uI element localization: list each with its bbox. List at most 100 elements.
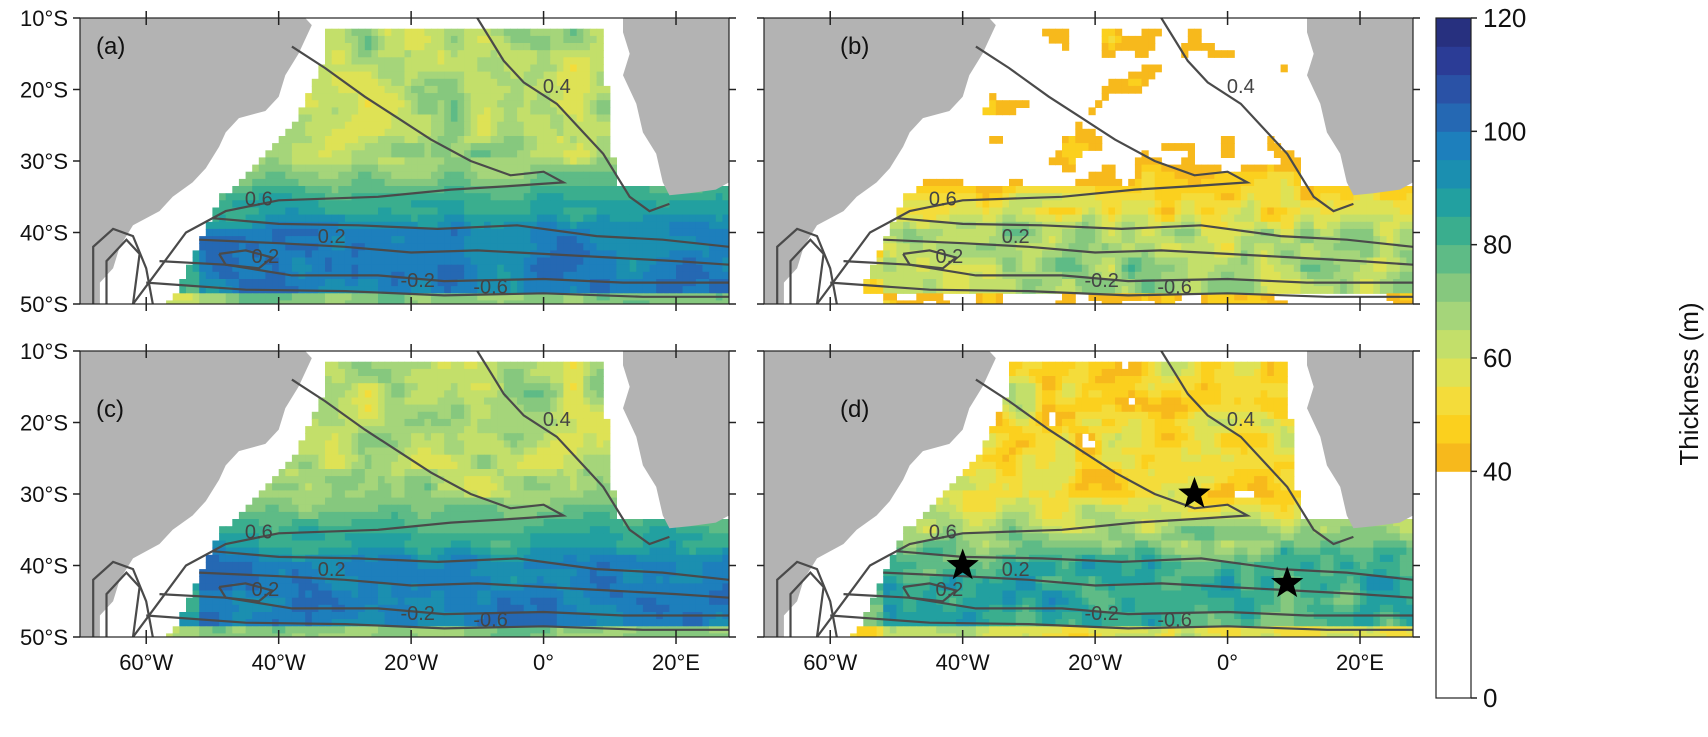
y-tick-label: 40°S: [20, 554, 68, 579]
panel-a: (a) 0.4 0.6 0.2 0.2 -0.2 -0.6 10°S 20°S 30°S 40°S…: [20, 6, 736, 317]
axis-ticks: [73, 11, 736, 311]
contour-label: 0.6: [245, 188, 273, 210]
axis-ticks: [73, 344, 736, 644]
contour-label: 0.2: [318, 226, 346, 248]
colorbar-segment: [1436, 244, 1471, 274]
x-tick-label: 20°E: [1336, 650, 1384, 675]
panel-c: (c) 0.4 0.6 0.2 0.2 -0.2 -0.6 10°S 20°S 30°S 40°S…: [20, 339, 736, 675]
y-tick-label: 50°S: [20, 292, 68, 317]
y-tick-label: 40°S: [20, 221, 68, 246]
colorbar-tick-label: 0: [1483, 683, 1497, 713]
colorbar-segment: [1436, 74, 1471, 104]
sea-level-contours: [92, 351, 729, 637]
south-america-land: [80, 18, 312, 304]
colorbar-tick-label: 40: [1483, 456, 1512, 486]
sea-level-contours: [92, 18, 729, 304]
x-tick-label: 0°: [533, 650, 554, 675]
africa-land: [1307, 351, 1413, 529]
colorbar-segment: [1436, 386, 1471, 416]
thickness-field: [80, 351, 729, 637]
colorbar-segment: [1436, 329, 1471, 359]
y-tick-label: 30°S: [20, 482, 68, 507]
colorbar-segment: [1436, 443, 1471, 472]
thickness-field: [764, 18, 1413, 304]
y-tick-label: 20°S: [20, 411, 68, 436]
south-america-land: [764, 18, 996, 304]
contour-label: 0.4: [1227, 76, 1255, 98]
y-tick-label: 10°S: [20, 339, 68, 364]
colorbar-segment: [1436, 358, 1471, 387]
contour-label: -0.6: [1157, 609, 1191, 631]
x-tick-label: 0°: [1217, 650, 1238, 675]
contour-label: 0.2: [251, 246, 279, 268]
y-tick-label: 10°S: [20, 6, 68, 31]
colorbar-segment: [1436, 301, 1471, 331]
sea-level-contours: [776, 18, 1413, 304]
colorbar-segment: [1436, 188, 1471, 217]
colorbar-tick-label: 60: [1483, 343, 1512, 373]
panel-d: (d) 0.4 0.6 0.2 0.2 -0.2 -0.6 60°W 40°W 20°W 0° 20…: [757, 344, 1420, 675]
panel-c-label: (c): [96, 396, 124, 423]
africa-land: [623, 18, 729, 196]
axis-ticks: [757, 11, 1420, 311]
contour-label: 0.4: [543, 76, 571, 98]
colorbar-segment: [1436, 46, 1471, 76]
africa-land: [1307, 18, 1413, 196]
star-marker: [1178, 477, 1211, 508]
y-tick-label: 50°S: [20, 625, 68, 650]
x-tick-label: 40°W: [252, 650, 306, 675]
y-tick-label: 20°S: [20, 78, 68, 103]
south-america-land: [764, 351, 996, 637]
x-tick-label: 60°W: [803, 650, 857, 675]
colorbar-segment: [1436, 103, 1471, 132]
south-america-land: [80, 351, 312, 637]
contour-label: 0.2: [1002, 559, 1030, 581]
colorbar-segment: [1436, 471, 1471, 698]
contour-label: 0.2: [1002, 226, 1030, 248]
contour-label: 0.4: [1227, 409, 1255, 431]
thickness-field: [764, 351, 1413, 637]
x-tick-label: 20°W: [1068, 650, 1122, 675]
colorbar-tick-label: 100: [1483, 116, 1526, 146]
star-marker: [1271, 566, 1304, 598]
africa-land: [623, 351, 729, 529]
panel-b: (b) 0.4 0.6 0.2 0.2 -0.2 -0.6: [757, 11, 1420, 311]
contour-label: 0.2: [935, 579, 963, 601]
y-tick-label: 30°S: [20, 149, 68, 174]
contour-label: -0.2: [1084, 270, 1118, 292]
contour-label: 0.2: [318, 559, 346, 581]
contour-label: 0.6: [929, 521, 957, 543]
colorbar-tick-label: 120: [1483, 3, 1526, 33]
contour-label: 0.4: [543, 409, 571, 431]
colorbar-segment: [1436, 131, 1471, 161]
star-marker: [946, 548, 979, 580]
contour-label: -0.6: [473, 609, 507, 631]
contour-label: 0.2: [251, 579, 279, 601]
colorbar-segment: [1436, 18, 1471, 47]
colorbar-segment: [1436, 159, 1471, 189]
panel-a-label: (a): [96, 33, 125, 60]
panel-d-label: (d): [840, 396, 869, 423]
colorbar-segment: [1436, 273, 1471, 302]
colorbar-label: Thickness (m): [1674, 302, 1704, 465]
x-tick-label: 20°E: [652, 650, 700, 675]
axis-ticks: [757, 344, 1420, 644]
contour-label: -0.2: [400, 603, 434, 625]
contour-label: -0.2: [400, 270, 434, 292]
x-tick-label: 60°W: [119, 650, 173, 675]
colorbar-segment: [1436, 216, 1471, 246]
colorbar: 0 40 60 80 100 120: [1435, 3, 1526, 713]
panel-b-label: (b): [840, 33, 869, 60]
contour-label: 0.6: [929, 188, 957, 210]
sea-level-contours: [776, 351, 1413, 637]
colorbar-tick-label: 80: [1483, 230, 1512, 260]
x-tick-label: 20°W: [384, 650, 438, 675]
x-tick-label: 40°W: [936, 650, 990, 675]
contour-label: 0.6: [245, 521, 273, 543]
colorbar-segment: [1436, 414, 1471, 444]
contour-label: -0.6: [473, 276, 507, 298]
contour-label: -0.6: [1157, 276, 1191, 298]
contour-label: 0.2: [935, 246, 963, 268]
contour-label: -0.2: [1084, 603, 1118, 625]
